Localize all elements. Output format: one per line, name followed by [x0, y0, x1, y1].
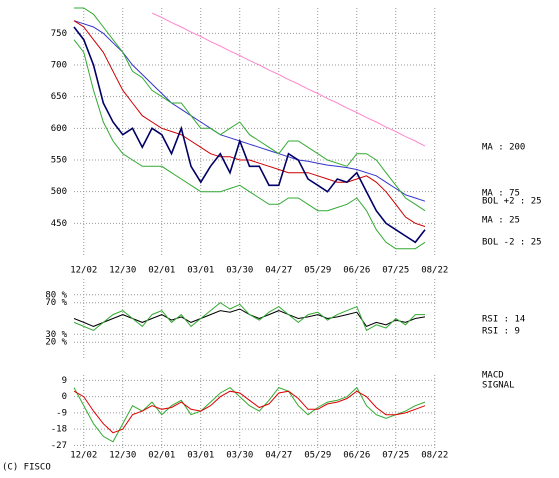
y-tick-label: 700: [51, 61, 67, 71]
x-tick-label: 08/22: [421, 266, 448, 276]
series-line: [74, 7, 426, 212]
x-tick-label: 07/25: [382, 266, 409, 276]
x-tick-label: 04/27: [265, 451, 292, 461]
series-line: [73, 20, 426, 202]
legend-label: MACD: [482, 371, 504, 381]
x-tick-label: 12/02: [70, 451, 97, 461]
series-line: [151, 12, 426, 147]
y-tick-label: 70 %: [45, 298, 67, 308]
x-tick-label: 06/26: [343, 266, 370, 276]
x-tick-label: 03/01: [187, 451, 214, 461]
price-line: [73, 26, 426, 244]
series-line: [73, 390, 426, 434]
x-tick-label: 03/30: [226, 266, 253, 276]
x-tick-label: 03/01: [187, 266, 214, 276]
legend-label: MA : 200: [482, 143, 525, 153]
series-line: [73, 20, 426, 227]
series-line: [73, 302, 425, 332]
legend-label: MA : 75: [482, 189, 520, 199]
legend-label: BOL +2 : 25: [482, 197, 542, 207]
y-tick-label: 450: [51, 219, 67, 229]
series-line: [73, 308, 426, 328]
y-tick-label: 650: [51, 92, 67, 102]
x-tick-label: 05/29: [304, 451, 331, 461]
y-tick-label: 30 %: [45, 330, 67, 340]
x-tick-label: 06/26: [343, 451, 370, 461]
legend-label: SIGNAL: [482, 381, 515, 391]
x-tick-label: 12/02: [70, 266, 97, 276]
legend-label: MA : 25: [482, 216, 520, 226]
y-tick-label: 750: [51, 29, 67, 39]
y-tick-label: -18: [51, 425, 67, 435]
footer: (C) FISCO: [2, 463, 51, 473]
y-tick-label: -27: [51, 441, 67, 451]
y-tick-label: 600: [51, 124, 67, 134]
x-tick-label: 12/30: [109, 451, 136, 461]
legend-label: RSI : 9: [482, 327, 520, 337]
x-tick-label: 02/01: [148, 266, 175, 276]
y-tick-label: -9: [56, 408, 67, 418]
x-tick-label: 02/01: [148, 451, 175, 461]
legend-label: BOL -2 : 25: [482, 238, 542, 248]
y-tick-label: 20 %: [45, 338, 67, 348]
y-tick-label: 80 %: [45, 290, 67, 300]
y-tick-label: 9: [62, 376, 67, 386]
x-tick-label: 03/30: [226, 451, 253, 461]
x-tick-label: 12/30: [109, 266, 136, 276]
y-tick-label: 500: [51, 187, 67, 197]
x-tick-label: 07/25: [382, 451, 409, 461]
series-line: [73, 39, 426, 250]
x-tick-label: 04/27: [265, 266, 292, 276]
legend-label: RSI : 14: [482, 315, 525, 325]
x-tick-label: 08/22: [421, 451, 448, 461]
y-tick-label: 0: [62, 392, 67, 402]
series-line: [73, 386, 426, 443]
x-tick-label: 05/29: [304, 266, 331, 276]
y-tick-label: 550: [51, 156, 67, 166]
